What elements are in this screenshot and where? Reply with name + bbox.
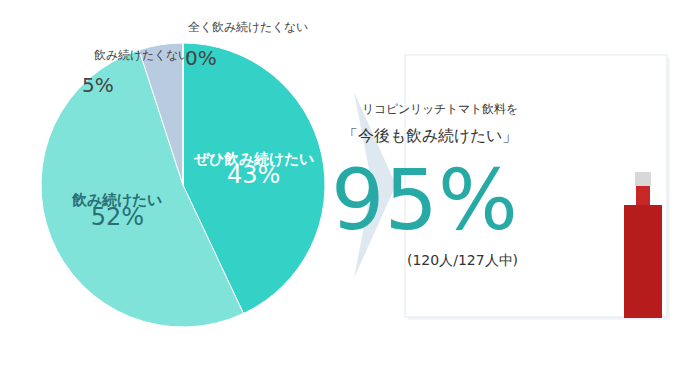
svg-text:5%: 5% bbox=[82, 73, 114, 97]
svg-text:ぜひ飲み続けたい43%: ぜひ飲み続けたい43% bbox=[193, 150, 314, 190]
svg-text:飲み続けたい52%: 飲み続けたい52% bbox=[71, 191, 162, 231]
svg-text:95%: 95% bbox=[331, 151, 518, 249]
svg-text:飲み続けたくない: 飲み続けたくない bbox=[94, 48, 190, 62]
svg-text:リコピンリッチトマト飲料を: リコピンリッチトマト飲料を bbox=[362, 102, 518, 116]
svg-text:(120人/127人中): (120人/127人中) bbox=[407, 252, 518, 268]
svg-text:全く飲み続けたくない: 全く飲み続けたくない bbox=[188, 20, 308, 34]
svg-text:0%: 0% bbox=[185, 46, 217, 70]
svg-text:「今後も飲み続けたい」: 「今後も飲み続けたい」 bbox=[342, 126, 518, 145]
